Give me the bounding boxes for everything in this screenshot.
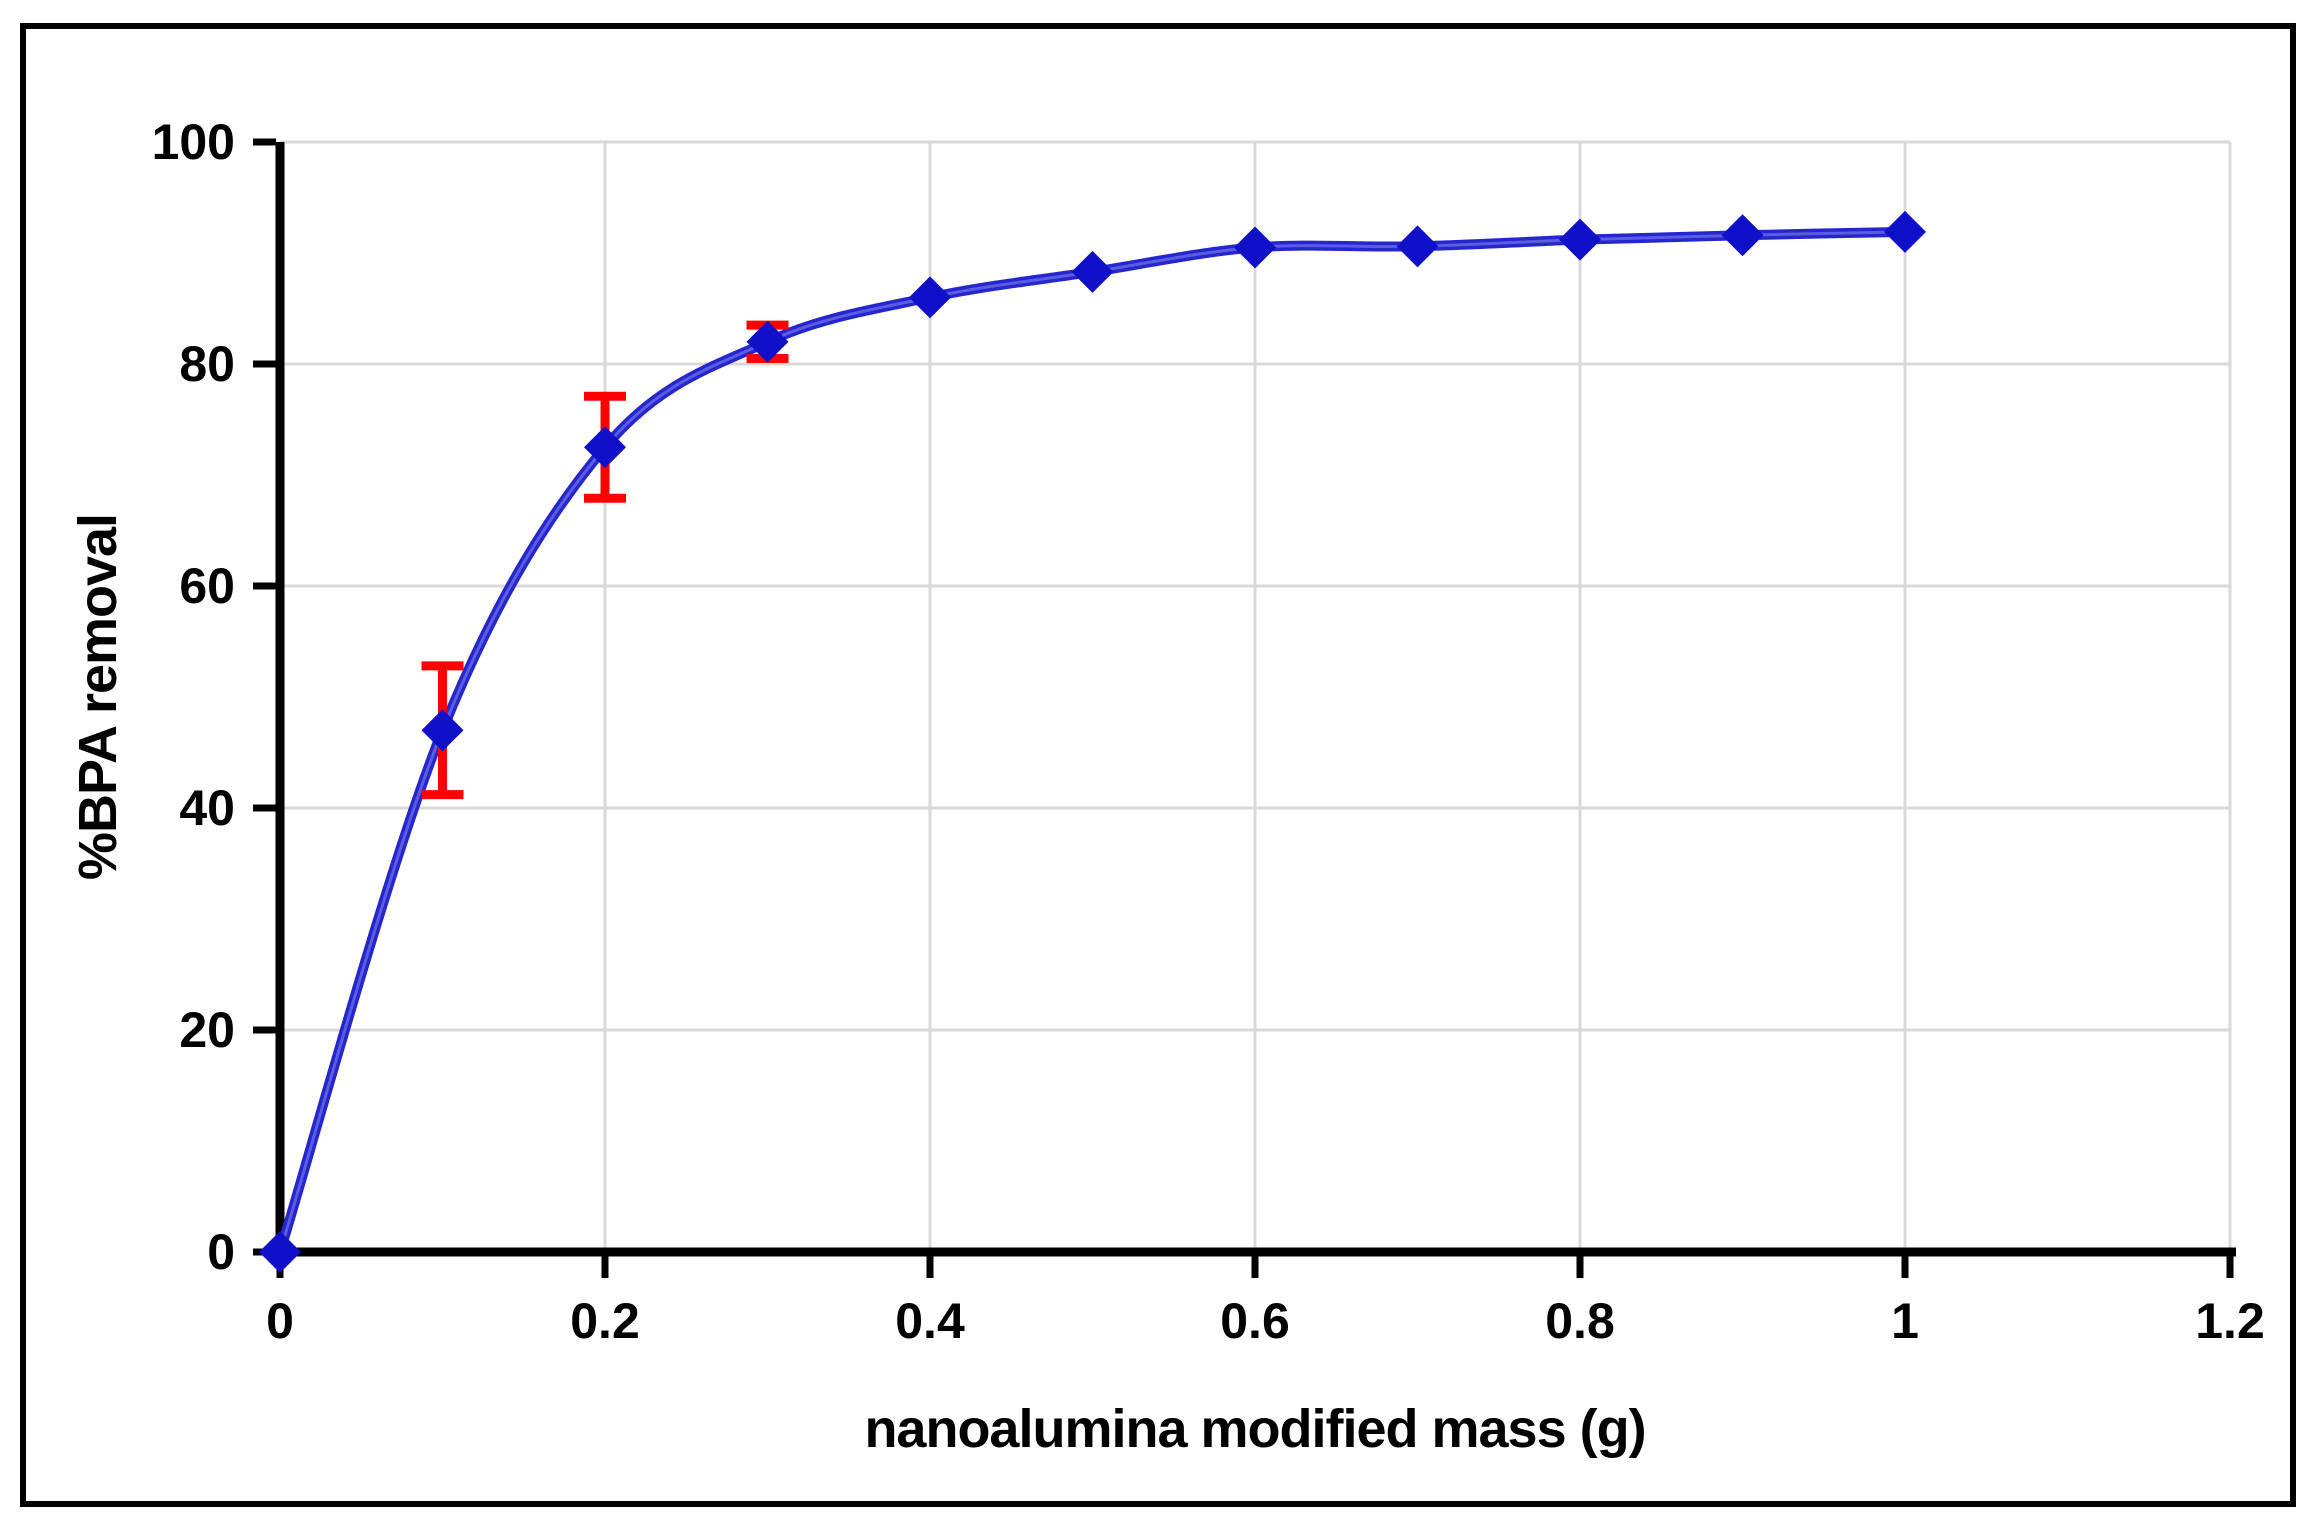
data-point-marker — [1071, 250, 1114, 293]
data-point-marker — [584, 426, 626, 469]
x-tick-label: 1 — [1891, 1293, 1919, 1349]
y-tick-label: 40 — [179, 780, 235, 836]
data-point-marker — [1396, 225, 1439, 268]
data-point-marker — [421, 709, 464, 752]
x-tick-label: 0.4 — [895, 1293, 965, 1349]
x-tick-label: 0 — [266, 1293, 294, 1349]
x-tick-label: 0.6 — [1220, 1293, 1290, 1349]
data-point-marker — [1884, 210, 1926, 253]
x-tick-label: 0.8 — [1545, 1293, 1615, 1349]
y-tick-label: 20 — [179, 1002, 235, 1058]
x-axis-title: nanoalumina modified mass (g) — [864, 1399, 1646, 1459]
y-tick-label: 100 — [151, 114, 235, 170]
data-point-marker — [1234, 226, 1276, 269]
y-tick-label: 60 — [179, 558, 235, 614]
data-point-marker — [1721, 214, 1764, 257]
data-series-line-highlight — [278, 230, 1906, 1253]
data-point-marker — [1559, 218, 1601, 261]
figure-border — [20, 23, 2296, 1507]
data-point-marker — [909, 276, 951, 319]
data-series-line — [275, 226, 1906, 1254]
x-tick-label: 0.2 — [570, 1293, 640, 1349]
y-tick-label: 80 — [179, 336, 235, 392]
data-point-marker — [746, 320, 789, 363]
y-tick-label: 0 — [207, 1224, 235, 1280]
data-point-marker — [259, 1231, 301, 1273]
x-tick-label: 1.2 — [2195, 1293, 2265, 1349]
